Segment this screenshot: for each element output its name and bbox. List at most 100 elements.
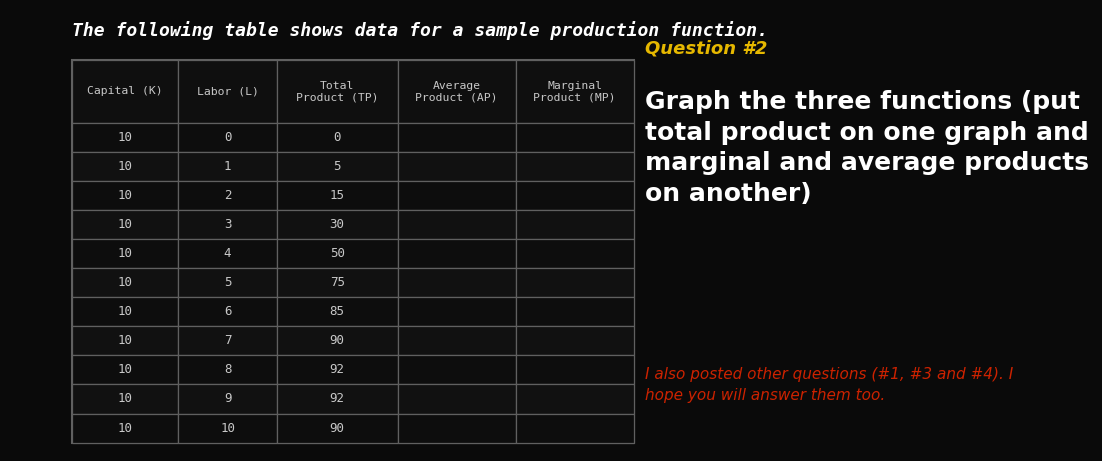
- Text: 10: 10: [118, 276, 132, 290]
- Bar: [398, 239, 516, 268]
- Text: 10: 10: [118, 189, 132, 202]
- Bar: [179, 123, 277, 152]
- Bar: [277, 326, 398, 355]
- Text: Capital (K): Capital (K): [87, 87, 163, 96]
- Bar: [516, 297, 634, 326]
- Bar: [72, 384, 179, 414]
- Text: 50: 50: [329, 247, 345, 260]
- Bar: [277, 414, 398, 443]
- Text: 10: 10: [118, 247, 132, 260]
- Bar: [398, 268, 516, 297]
- Text: 3: 3: [224, 218, 231, 231]
- Text: 10: 10: [118, 334, 132, 348]
- Bar: [72, 326, 179, 355]
- Text: Marginal
Product (MP): Marginal Product (MP): [533, 81, 616, 102]
- Bar: [516, 60, 634, 123]
- Bar: [72, 355, 179, 384]
- Bar: [516, 326, 634, 355]
- Bar: [398, 181, 516, 210]
- Text: Total
Product (TP): Total Product (TP): [296, 81, 378, 102]
- Bar: [179, 181, 277, 210]
- Text: 10: 10: [118, 160, 132, 173]
- Text: 2: 2: [224, 189, 231, 202]
- Bar: [398, 326, 516, 355]
- Text: 10: 10: [118, 218, 132, 231]
- Bar: [179, 384, 277, 414]
- Text: Average
Product (AP): Average Product (AP): [415, 81, 498, 102]
- Bar: [72, 239, 179, 268]
- Bar: [277, 181, 398, 210]
- Text: 75: 75: [329, 276, 345, 290]
- Bar: [277, 152, 398, 181]
- Bar: [72, 181, 179, 210]
- Bar: [277, 239, 398, 268]
- Text: 5: 5: [224, 276, 231, 290]
- Text: Graph the three functions (put
total product on one graph and
marginal and avera: Graph the three functions (put total pro…: [645, 90, 1089, 206]
- Bar: [72, 123, 179, 152]
- Bar: [72, 297, 179, 326]
- Bar: [516, 355, 634, 384]
- Bar: [398, 60, 516, 123]
- Bar: [516, 123, 634, 152]
- Bar: [277, 384, 398, 414]
- Text: 10: 10: [118, 131, 132, 144]
- Bar: [398, 210, 516, 239]
- Text: 92: 92: [329, 392, 345, 406]
- Text: 10: 10: [118, 305, 132, 319]
- Bar: [72, 60, 179, 123]
- Bar: [72, 414, 179, 443]
- Bar: [398, 414, 516, 443]
- Bar: [516, 239, 634, 268]
- Bar: [72, 268, 179, 297]
- Bar: [516, 181, 634, 210]
- Bar: [179, 297, 277, 326]
- Bar: [277, 297, 398, 326]
- Bar: [516, 414, 634, 443]
- Bar: [72, 152, 179, 181]
- Bar: [516, 268, 634, 297]
- Text: 10: 10: [118, 421, 132, 435]
- Bar: [179, 152, 277, 181]
- Text: 7: 7: [224, 334, 231, 348]
- Bar: [179, 414, 277, 443]
- Text: Labor (L): Labor (L): [196, 87, 259, 96]
- Bar: [516, 210, 634, 239]
- Bar: [179, 239, 277, 268]
- Text: I also posted other questions (#1, #3 and #4). I
hope you will answer them too.: I also posted other questions (#1, #3 an…: [645, 367, 1013, 403]
- Text: 9: 9: [224, 392, 231, 406]
- Bar: [516, 152, 634, 181]
- Bar: [179, 355, 277, 384]
- Text: 10: 10: [118, 392, 132, 406]
- Text: 1: 1: [224, 160, 231, 173]
- Bar: [398, 355, 516, 384]
- Text: 4: 4: [224, 247, 231, 260]
- Text: 0: 0: [334, 131, 341, 144]
- Text: Question #2: Question #2: [645, 40, 767, 58]
- Text: 10: 10: [118, 363, 132, 377]
- Text: The following table shows data for a sample production function.: The following table shows data for a sam…: [72, 21, 768, 40]
- Bar: [179, 210, 277, 239]
- Bar: [72, 210, 179, 239]
- Text: 10: 10: [220, 421, 235, 435]
- Text: 8: 8: [224, 363, 231, 377]
- Bar: [277, 210, 398, 239]
- Text: 30: 30: [329, 218, 345, 231]
- Bar: [398, 297, 516, 326]
- Bar: [179, 60, 277, 123]
- Bar: [277, 268, 398, 297]
- Bar: [277, 355, 398, 384]
- Text: 0: 0: [224, 131, 231, 144]
- Text: 15: 15: [329, 189, 345, 202]
- Bar: [398, 152, 516, 181]
- Bar: [277, 60, 398, 123]
- Bar: [398, 384, 516, 414]
- Text: 90: 90: [329, 421, 345, 435]
- Bar: [516, 384, 634, 414]
- Text: 85: 85: [329, 305, 345, 319]
- Text: 5: 5: [334, 160, 341, 173]
- Bar: [179, 268, 277, 297]
- Text: 6: 6: [224, 305, 231, 319]
- Bar: [179, 326, 277, 355]
- Bar: [277, 123, 398, 152]
- Text: 90: 90: [329, 334, 345, 348]
